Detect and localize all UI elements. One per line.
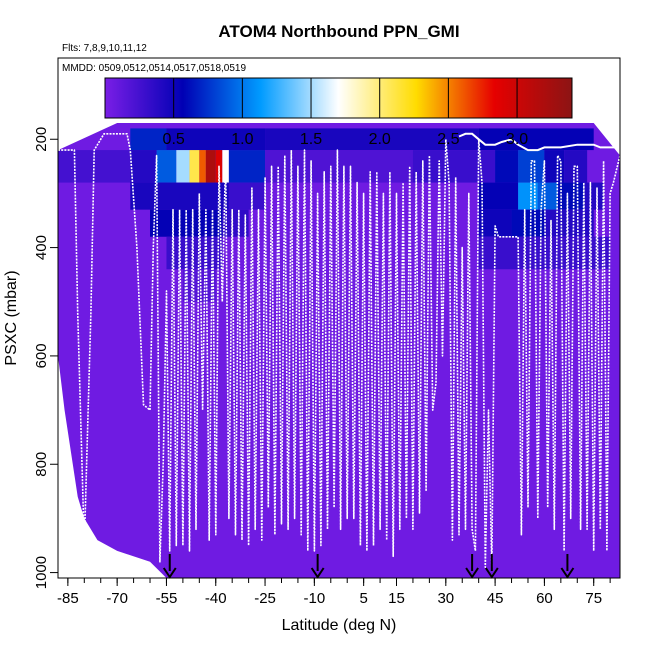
plot-frame (57, 57, 621, 579)
profile-arrow-head (560, 567, 575, 579)
y-tick-label: 1000 (33, 556, 50, 589)
heatmap-cell (130, 128, 167, 151)
x-tick-label: -40 (205, 590, 227, 607)
heatmap-cell (228, 182, 266, 210)
x-tick-label: -85 (57, 590, 79, 607)
heatmap-cell (544, 209, 594, 237)
flights-note: Flts: 7,8,9,10,11,12 (62, 43, 147, 54)
y-tick-label: 200 (33, 127, 50, 152)
heatmap-cell (199, 150, 206, 183)
heatmap-cell (182, 269, 216, 302)
colorbar-tick-label: 3.0 (506, 131, 528, 148)
x-tick-label: 30 (437, 590, 454, 607)
colorbar-gradient (104, 77, 573, 119)
y-tick-label: 400 (33, 235, 50, 260)
flight-track-upper (458, 132, 617, 152)
y-axis: 200 400 600 800 1000 (33, 127, 58, 589)
x-tick-label: -55 (156, 590, 178, 607)
heatmap-cell (189, 150, 200, 183)
colorbar-tick-label: 1.0 (231, 131, 253, 148)
heatmap-cell (478, 236, 611, 270)
heatmap-cell (228, 150, 266, 183)
y-tick-label: 800 (33, 452, 50, 477)
dates-note: MMDD: 0509,0512,0514,0517,0518,0519 (62, 63, 246, 74)
y-tick-label: 600 (33, 343, 50, 368)
x-tick-label: 45 (487, 590, 504, 607)
heatmap-cell (511, 209, 545, 237)
heatmap-cell (478, 128, 594, 151)
heatmap-cell (544, 150, 565, 183)
heatmap-cell (130, 182, 229, 210)
colorbar-tick-label: 2.5 (437, 131, 459, 148)
heatmap-cell (130, 150, 157, 183)
x-tick-label: 15 (388, 590, 405, 607)
profile-arrow-head (310, 567, 325, 579)
heatmap-cell (557, 182, 584, 210)
heatmap-cell (495, 150, 519, 183)
x-axis: -85 -70 -55 -40 -25 -10 5 15 30 45 60 75 (57, 578, 611, 607)
heatmap-cell (478, 182, 519, 210)
heatmap-cell (583, 182, 604, 210)
x-tick-label: 75 (585, 590, 602, 607)
heatmap-cell (265, 150, 413, 183)
y-axis-label: PSXC (mbar) (3, 270, 20, 365)
heatmap-cell (518, 182, 538, 210)
x-tick-label: 5 (359, 590, 367, 607)
x-tick-label: -25 (254, 590, 276, 607)
x-axis-label: Latitude (deg N) (282, 617, 397, 634)
heatmap-cell (222, 209, 249, 237)
heatmap-cell (412, 150, 496, 183)
chart-title: ATOM4 Northbound PPN_GMI (218, 22, 459, 41)
flight-track-line (58, 133, 620, 569)
heatmap-cell (176, 150, 190, 183)
colorbar-tick-label: 2.0 (369, 131, 391, 148)
profile-arrow-head (162, 567, 177, 579)
heatmap-cell (166, 236, 223, 270)
x-tick-label: 60 (536, 590, 553, 607)
colorbar: 0.5 1.0 1.5 2.0 2.5 3.0 (104, 77, 573, 148)
x-tick-label: -70 (106, 590, 128, 607)
heatmap-cell (156, 150, 177, 183)
heatmap-cell (205, 150, 216, 183)
flight-track (58, 132, 620, 569)
profile-arrows (162, 554, 575, 579)
profile-arrow-head (465, 567, 479, 579)
x-tick-label: -10 (304, 590, 326, 607)
heatmap-cell (265, 128, 479, 151)
colorbar-tick-label: 0.5 (163, 131, 185, 148)
profile-arrow-head (484, 567, 499, 579)
colorbar-tick-label: 1.5 (300, 131, 322, 148)
heatmap-cell (166, 128, 266, 151)
